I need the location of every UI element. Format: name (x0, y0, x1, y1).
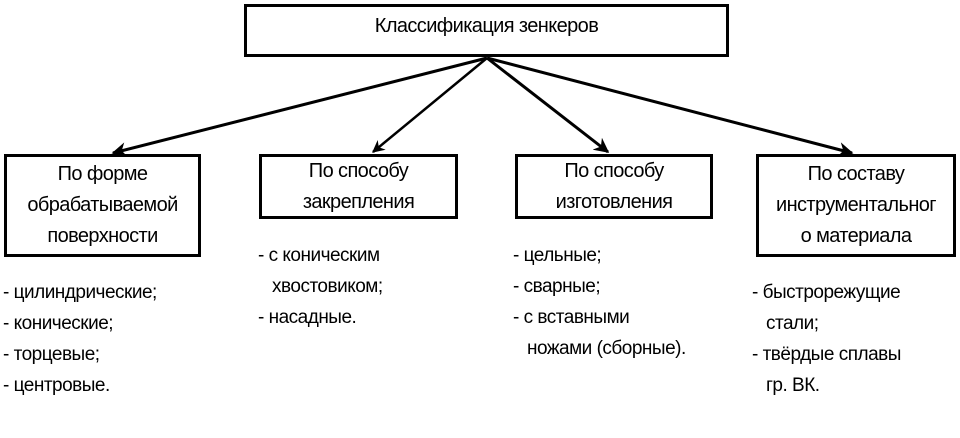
category-box-surface-shape: По форме обрабатываемой поверхности (4, 154, 201, 257)
list-mounting: - с коническим хвостовиком; - насадные. (258, 240, 383, 333)
category-label-line: По способу (308, 159, 409, 182)
root-box: Классификация зенкеров (244, 4, 729, 57)
list-item: - быстрорежущие (752, 282, 901, 303)
category-box-manufacturing: По способу изготовления (515, 154, 713, 219)
list-item: - сварные; (513, 276, 601, 297)
category-label-line: По способу (564, 159, 664, 182)
list-item: стали; (766, 313, 819, 334)
category-label-line: инструментальног (776, 194, 937, 216)
list-item: - центровые. (3, 375, 110, 396)
category-box-tool-material: По составу инструментальног о материала (756, 154, 956, 257)
list-item: - с вставными (513, 307, 630, 328)
list-item: - с коническим (258, 245, 380, 266)
category-label-line: По форме (57, 163, 148, 185)
category-label-line: о материала (800, 225, 912, 247)
category-label-line: обрабатываемой (27, 194, 178, 216)
list-item: - конические; (3, 313, 114, 334)
category-box-mounting: По способу закрепления (259, 154, 458, 219)
list-item: - насадные. (258, 307, 357, 328)
list-manufacturing: - цельные; - сварные; - с вставными ножами … (513, 240, 686, 364)
arrow-2 (372, 57, 488, 153)
category-label: По способу закрепления (302, 156, 415, 218)
list-item: - твёрдые сплавы (752, 344, 901, 365)
category-label-line: По составу (807, 163, 905, 185)
category-label-line: закрепления (302, 190, 415, 213)
category-label: По составу инструментальног о материала (776, 159, 937, 252)
list-surface-shape: - цилиндрические; - конические; - торцевые… (3, 277, 157, 401)
list-item: ножами (сборные). (527, 338, 686, 359)
root-title: Классификация зенкеров (374, 15, 599, 37)
arrow-1 (111, 56, 488, 157)
arrow-3 (486, 56, 610, 154)
category-label: По форме обрабатываемой поверхности (27, 159, 178, 252)
arrow-4 (486, 56, 854, 157)
list-item: - цельные; (513, 245, 602, 266)
category-label: По способу изготовления (556, 156, 673, 218)
list-item: гр. ВК. (766, 375, 820, 396)
category-label-line: поверхности (47, 225, 158, 247)
list-item: - торцевые; (3, 344, 100, 365)
list-tool-material: - быстрорежущие стали; - твёрдые сплавы гр.… (752, 277, 901, 401)
list-item: - цилиндрические; (3, 282, 157, 303)
list-item: хвостовиком; (272, 276, 383, 297)
category-label-line: изготовления (555, 190, 673, 213)
